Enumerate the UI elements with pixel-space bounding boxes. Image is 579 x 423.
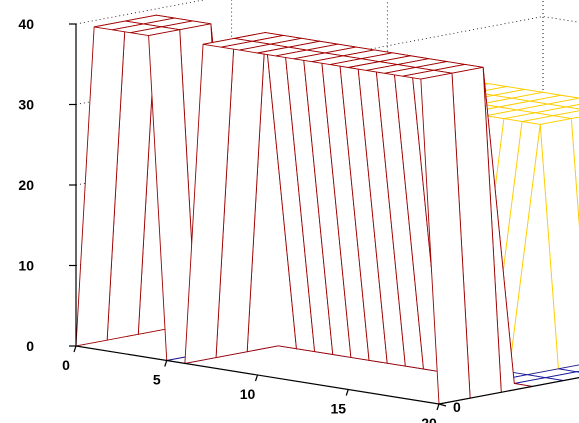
z-tick-label: 30	[18, 97, 34, 113]
x-tick-label: 20	[421, 415, 437, 423]
z-tick-label: 40	[18, 16, 34, 32]
z-tick-label: 20	[18, 177, 34, 193]
z-tick-label: 10	[18, 258, 34, 274]
y-tick-label: 0	[453, 399, 461, 415]
tick-labels: 05101520051015010203040	[18, 16, 461, 423]
y-tick	[438, 403, 447, 407]
x-tick-label: 0	[62, 357, 70, 373]
x-tick-label: 10	[240, 386, 256, 402]
x-tick	[164, 360, 168, 367]
y-axis-line	[438, 377, 579, 405]
x-tick-label: 5	[153, 372, 161, 388]
x-tick	[73, 345, 77, 353]
x-tick	[345, 389, 349, 396]
x-tick-label: 15	[330, 401, 346, 417]
x-tick	[436, 403, 440, 411]
z-tick-label: 0	[26, 338, 34, 354]
surface-mesh	[75, 14, 579, 405]
x-tick	[254, 374, 259, 382]
